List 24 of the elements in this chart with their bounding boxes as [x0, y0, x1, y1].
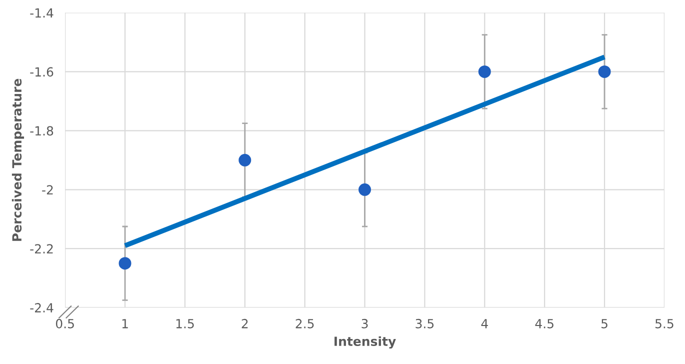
x-tick-label: 4.5 [535, 319, 554, 328]
x-tick-label: 2.5 [296, 318, 314, 328]
y-axis-title: Perceived Temperature [12, 78, 24, 241]
y-tick-label: -1.8 [30, 126, 54, 136]
x-tick-label: 5 [602, 319, 608, 328]
x-tick-label: 3.5 [416, 318, 434, 328]
point [478, 65, 491, 78]
point [358, 183, 372, 196]
x-tick-label: 5.5 [655, 319, 674, 328]
y-tick-label: -2 [42, 185, 53, 194]
y-tick-label: -2.4 [30, 303, 54, 312]
point [238, 154, 252, 166]
x-axis-title: Intensity [334, 336, 396, 349]
point [118, 257, 132, 270]
y-tick-label: -1.4 [30, 8, 54, 18]
x-tick-label: 1 [122, 319, 128, 328]
x-tick-label: 3 [362, 318, 368, 328]
x-tick-label: 2 [242, 318, 248, 328]
y-tick-label: -1.6 [30, 67, 54, 77]
x-tick-label: 0.5 [56, 318, 74, 328]
x-tick-label: 4 [481, 319, 488, 328]
x-tick-label: 1.5 [176, 319, 194, 328]
y-tick-label: -2.2 [30, 244, 53, 254]
point [598, 65, 611, 78]
